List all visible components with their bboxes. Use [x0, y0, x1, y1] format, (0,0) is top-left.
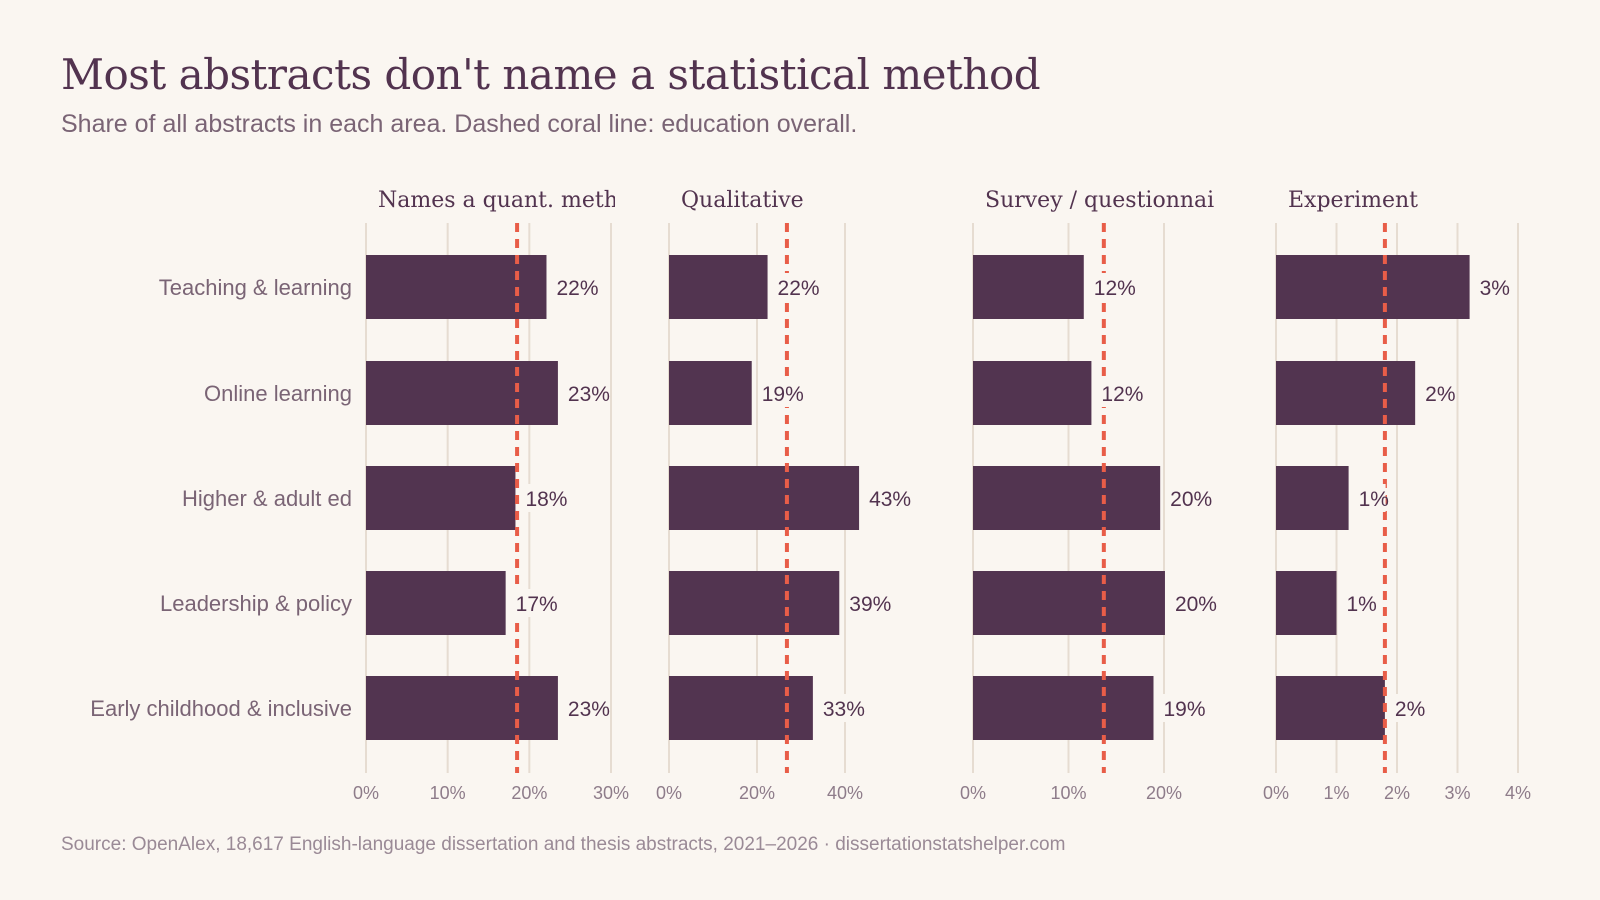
value-label-background	[512, 589, 555, 617]
value-label: 2%	[1395, 698, 1425, 721]
value-label-background	[846, 589, 889, 617]
x-tick-label: 3%	[1444, 783, 1470, 803]
value-label-background	[1476, 273, 1507, 301]
panel-title: Names a quant. meth	[378, 188, 618, 213]
value-label-background	[819, 694, 862, 722]
value-label: 1%	[1359, 488, 1389, 511]
chart-subtitle: Share of all abstracts in each area. Das…	[61, 110, 858, 138]
value-label-background	[1160, 694, 1203, 722]
value-label: 33%	[823, 698, 865, 721]
value-label-background	[564, 379, 607, 407]
value-label-background	[1098, 379, 1141, 407]
value-label-background	[1343, 589, 1374, 617]
x-tick-label: 1%	[1323, 783, 1349, 803]
bar	[366, 466, 516, 530]
category-label: Online learning	[204, 381, 352, 406]
value-label-background	[1171, 589, 1214, 617]
source-note: Source: OpenAlex, 18,617 English-languag…	[61, 834, 1066, 855]
bar	[669, 466, 860, 530]
bar	[1276, 571, 1337, 635]
value-label: 1%	[1347, 593, 1377, 616]
bar	[669, 571, 840, 635]
panel-title: Experiment	[1288, 188, 1418, 213]
value-label: 3%	[1480, 277, 1510, 300]
value-label: 12%	[1101, 383, 1143, 406]
value-label-background	[1355, 484, 1386, 512]
x-tick-label: 10%	[1050, 783, 1086, 803]
value-label-background	[522, 484, 565, 512]
x-tick-label: 20%	[1146, 783, 1182, 803]
bar	[669, 676, 813, 740]
panel-title: Survey / questionnai	[985, 188, 1214, 213]
value-label-background	[1090, 273, 1133, 301]
x-tick-label: 4%	[1505, 783, 1531, 803]
x-tick-label: 0%	[353, 783, 379, 803]
x-tick-label: 0%	[960, 783, 986, 803]
bar	[1276, 676, 1385, 740]
x-tick-label: 0%	[656, 783, 682, 803]
x-tick-label: 10%	[430, 783, 466, 803]
panel-title: Qualitative	[681, 188, 804, 213]
value-label: 22%	[556, 277, 598, 300]
bar	[366, 571, 506, 635]
value-label: 2%	[1425, 383, 1455, 406]
bar	[973, 255, 1084, 319]
value-label-background	[553, 273, 596, 301]
value-label-background	[1422, 379, 1453, 407]
x-tick-label: 0%	[1263, 783, 1289, 803]
bar	[1276, 361, 1416, 425]
value-label: 17%	[516, 593, 558, 616]
category-label: Early childhood & inclusive	[90, 696, 352, 721]
value-label-background	[758, 379, 801, 407]
bar	[1276, 255, 1470, 319]
value-label: 22%	[778, 277, 820, 300]
category-label: Teaching & learning	[159, 275, 352, 300]
value-label: 20%	[1175, 593, 1217, 616]
value-label: 19%	[1163, 698, 1205, 721]
bar	[973, 466, 1161, 530]
bar	[973, 676, 1154, 740]
bar	[973, 361, 1092, 425]
value-label-background	[1391, 694, 1422, 722]
bar	[1276, 466, 1349, 530]
value-label: 18%	[525, 488, 567, 511]
category-label: Higher & adult ed	[182, 486, 352, 511]
value-label-background	[564, 694, 607, 722]
value-label: 43%	[869, 488, 911, 511]
bar	[366, 676, 558, 740]
chart-title: Most abstracts don't name a statistical …	[61, 50, 1041, 99]
bar	[366, 361, 558, 425]
bar	[669, 255, 768, 319]
value-label: 20%	[1170, 488, 1212, 511]
value-label: 39%	[849, 593, 891, 616]
x-tick-label: 30%	[593, 783, 629, 803]
value-label: 23%	[568, 698, 610, 721]
x-tick-label: 2%	[1384, 783, 1410, 803]
x-tick-label: 40%	[827, 783, 863, 803]
x-tick-label: 20%	[739, 783, 775, 803]
value-label: 23%	[568, 383, 610, 406]
value-label: 19%	[762, 383, 804, 406]
value-label: 12%	[1094, 277, 1136, 300]
bar	[669, 361, 752, 425]
x-tick-label: 20%	[511, 783, 547, 803]
value-label-background	[774, 273, 817, 301]
bar	[973, 571, 1165, 635]
bar	[366, 255, 547, 319]
value-label-background	[866, 484, 909, 512]
value-label-background	[1167, 484, 1210, 512]
category-label: Leadership & policy	[160, 591, 352, 616]
